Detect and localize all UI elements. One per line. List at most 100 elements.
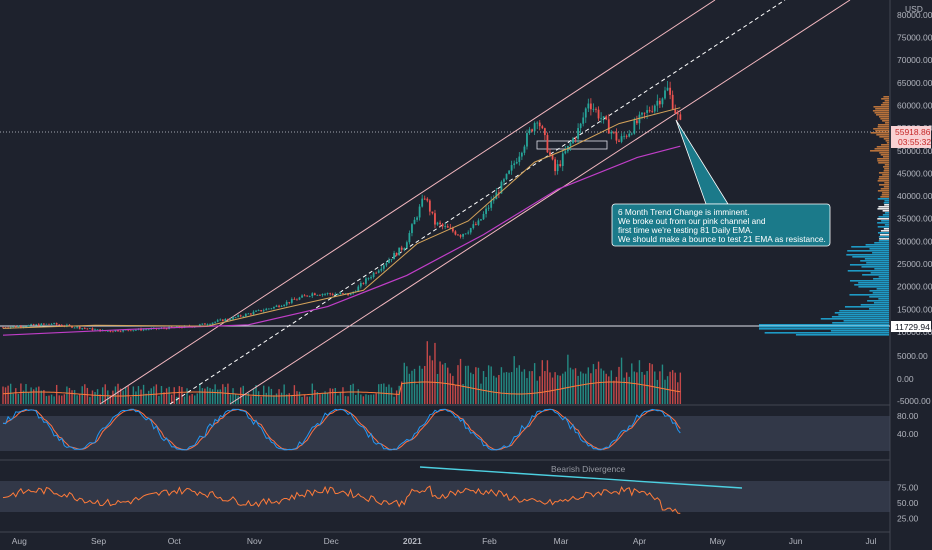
candle-body	[158, 328, 160, 330]
volume-bar	[89, 397, 91, 404]
candle-body	[349, 293, 352, 296]
date-axis[interactable]: Aug Sep Oct Nov Dec 2021 Feb Mar Apr May Jun Jul	[12, 536, 877, 546]
volume-profile-bar	[880, 118, 889, 120]
date-tick-label: Sep	[91, 536, 106, 546]
volume-bar	[390, 387, 393, 404]
volume-profile-bar	[879, 176, 889, 178]
candle-body	[421, 198, 424, 207]
candle-body	[252, 311, 255, 315]
candle-body	[546, 135, 549, 153]
volume-profile-bar	[878, 298, 889, 300]
volume-bar	[122, 390, 124, 404]
ema-81-line	[2, 145, 681, 336]
candle-body	[584, 108, 587, 118]
volume-bar	[68, 387, 71, 404]
candle-body	[602, 116, 605, 119]
rsi-tick-label: 50.00	[897, 498, 919, 508]
volume-profile-bar	[881, 220, 889, 222]
volume-bar	[482, 371, 485, 404]
volume-bar	[518, 365, 521, 404]
volume-bar	[211, 389, 214, 404]
volume-bar	[339, 392, 342, 404]
date-tick-label: Oct	[168, 536, 182, 546]
candle-body	[329, 293, 332, 295]
volume-bar	[375, 393, 377, 404]
candle-body	[651, 111, 654, 113]
candle-body	[30, 324, 33, 326]
volume-bar	[160, 386, 163, 404]
volume-profile-bar	[885, 140, 889, 142]
volume-bar	[378, 384, 380, 404]
volume-bar	[505, 372, 508, 404]
volume-bar	[43, 390, 45, 404]
candle-body	[577, 128, 579, 139]
volume-bar	[679, 372, 682, 404]
candle-body	[612, 131, 615, 133]
candle-body	[145, 329, 148, 331]
volume-bar	[342, 387, 344, 404]
volume-bar	[30, 387, 32, 404]
candle-body	[431, 211, 434, 214]
candle-body	[569, 143, 572, 146]
channel-lower-line	[229, 0, 851, 405]
price-tick-label: 20000.00	[897, 282, 932, 292]
volume-bar	[651, 364, 653, 404]
volume-profile-bar	[874, 148, 889, 150]
volume-profile-bar	[884, 168, 889, 170]
candle-body	[25, 326, 27, 328]
annotation-line-1: 6 Month Trend Change is imminent.	[618, 207, 749, 217]
volume-bar	[595, 369, 597, 404]
volume-bar	[45, 396, 48, 404]
volume-profile-bar	[865, 244, 889, 246]
volume-profile-bar	[869, 290, 889, 292]
volume-bar	[380, 383, 382, 404]
volume-bar	[142, 384, 145, 404]
volume-profile-bar	[886, 142, 889, 144]
volume-bar	[158, 395, 160, 404]
volume-bar	[301, 397, 303, 404]
candle-body	[405, 242, 408, 249]
price-tick-label: 25000.00	[897, 259, 932, 269]
volume-profile-bar	[878, 178, 889, 180]
volume-bar	[321, 393, 324, 404]
price-tick-label: 45000.00	[897, 168, 932, 178]
candle-body	[582, 117, 585, 124]
volume-profile-bar	[877, 222, 889, 224]
volume-bar	[441, 364, 444, 404]
volume-bar	[183, 396, 186, 404]
annotation-line-2: We broke out from our pink channel and	[618, 216, 766, 226]
volume-bar	[9, 383, 12, 404]
candle-body	[664, 90, 666, 99]
candle-body	[76, 326, 79, 328]
candle-body	[247, 313, 250, 315]
date-tick-label: 2021	[403, 536, 422, 546]
annotation-callout[interactable]: 6 Month Trend Change is imminent. We bro…	[611, 119, 831, 247]
volume-bar	[357, 389, 359, 404]
candle-body	[500, 181, 503, 194]
volume-bar	[638, 360, 641, 404]
volume-profile-bar	[879, 234, 889, 236]
currency-label: USD	[905, 4, 923, 14]
volume-profile-bar	[877, 226, 889, 228]
candle-body	[45, 323, 48, 325]
volume-bar	[163, 392, 165, 404]
volume-bar	[48, 395, 50, 404]
volume-bar	[17, 394, 20, 404]
candle-body	[618, 140, 620, 142]
volume-bar	[288, 393, 290, 404]
candle-body	[237, 315, 240, 318]
candle-body	[229, 319, 232, 321]
volume-bar	[286, 394, 288, 404]
candle-body	[393, 252, 395, 260]
volume-profile-bar	[874, 112, 889, 114]
candle-body	[485, 208, 487, 214]
candle-body	[666, 87, 669, 91]
volume-bar	[487, 365, 490, 404]
volume-profile-bar	[883, 170, 889, 172]
candle-body	[331, 294, 334, 295]
volume-profile-bar	[831, 316, 889, 318]
candle-body	[388, 260, 390, 264]
volume-profile-bar	[872, 110, 889, 112]
volume-profile-bar	[880, 188, 889, 190]
